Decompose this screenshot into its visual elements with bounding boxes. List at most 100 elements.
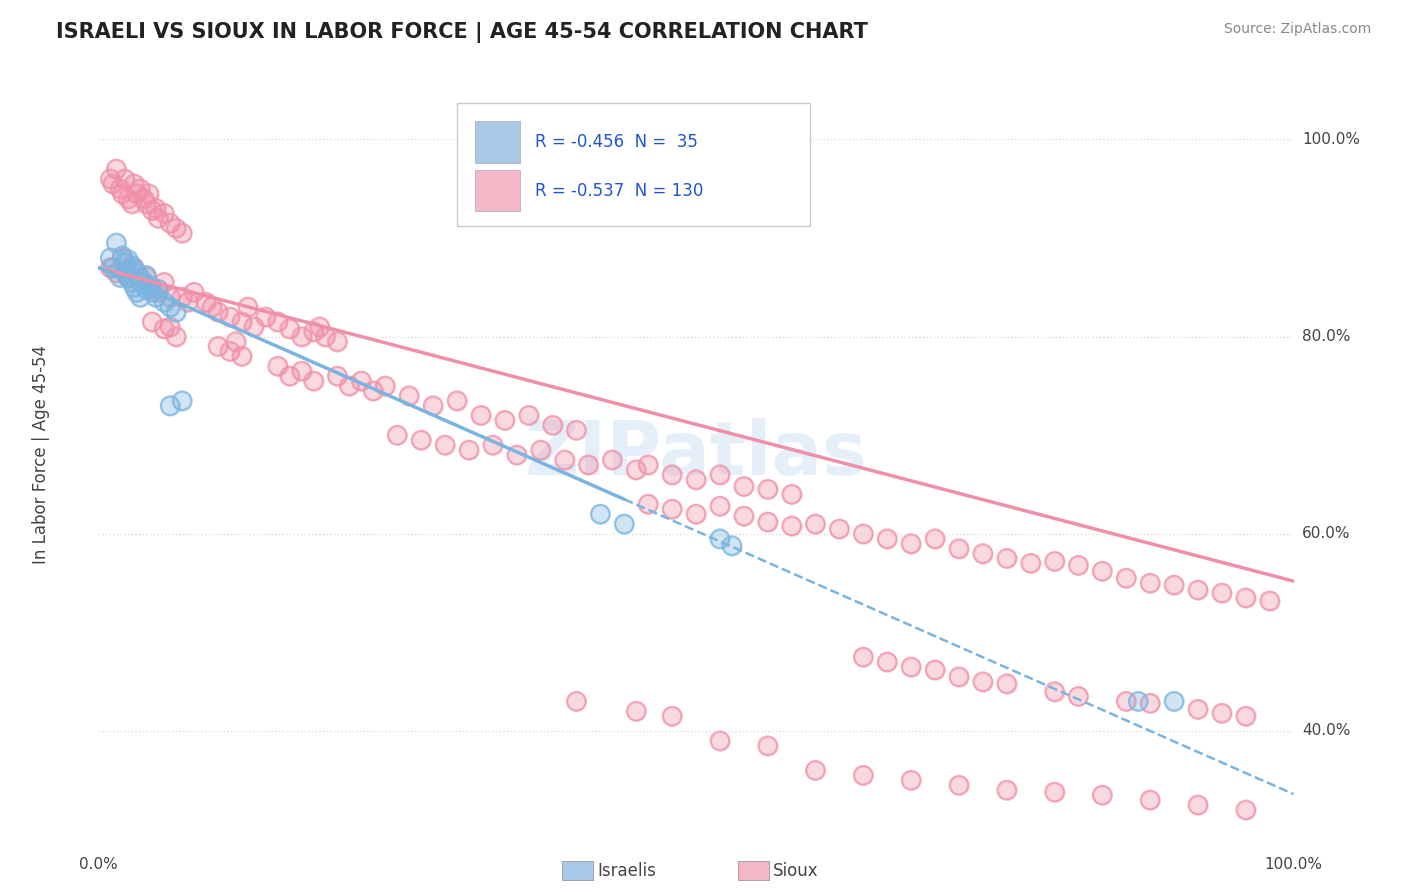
Point	[105, 235, 128, 250]
Point	[172, 226, 194, 240]
Point	[385, 428, 409, 442]
Point	[565, 694, 588, 708]
Point	[165, 305, 187, 319]
Point	[135, 282, 157, 296]
Point	[541, 418, 564, 433]
Point	[709, 734, 731, 748]
Point	[685, 507, 707, 521]
Point	[129, 270, 152, 285]
Point	[852, 650, 875, 665]
Point	[422, 399, 444, 413]
Text: 40.0%: 40.0%	[1302, 723, 1350, 739]
Point	[219, 310, 242, 324]
Point	[756, 739, 779, 753]
Point	[876, 655, 898, 669]
Point	[278, 369, 301, 384]
Point	[125, 266, 148, 280]
Point	[554, 453, 576, 467]
Point	[201, 300, 224, 314]
Point	[530, 442, 553, 457]
Point	[124, 177, 146, 191]
Point	[578, 458, 600, 472]
Point	[243, 319, 266, 334]
Point	[117, 192, 139, 206]
Point	[195, 295, 218, 310]
Point	[1234, 803, 1257, 817]
Point	[637, 497, 659, 511]
Point	[315, 329, 337, 343]
Point	[101, 177, 124, 191]
Point	[195, 295, 218, 310]
Point	[900, 536, 922, 550]
Point	[129, 290, 152, 304]
Point	[105, 161, 128, 176]
Point	[1211, 586, 1233, 600]
Point	[132, 192, 155, 206]
Point	[804, 516, 827, 531]
Point	[374, 379, 396, 393]
Point	[756, 515, 779, 529]
Point	[148, 211, 170, 226]
Point	[780, 519, 803, 533]
Point	[98, 251, 122, 265]
Point	[637, 458, 659, 472]
Point	[177, 295, 200, 310]
Point	[602, 453, 624, 467]
Point	[135, 196, 157, 211]
Point	[98, 251, 122, 265]
Text: Source: ZipAtlas.com: Source: ZipAtlas.com	[1223, 22, 1371, 37]
Point	[117, 270, 139, 285]
Point	[589, 507, 612, 521]
Point	[153, 295, 176, 310]
Point	[398, 389, 420, 403]
Point	[446, 393, 468, 408]
Point	[363, 384, 385, 398]
Point	[125, 285, 148, 300]
Point	[434, 438, 457, 452]
Point	[995, 676, 1018, 690]
Point	[995, 551, 1018, 566]
Point	[1091, 564, 1114, 578]
Point	[101, 177, 124, 191]
Point	[1211, 706, 1233, 721]
Point	[114, 255, 136, 269]
Point	[733, 479, 755, 493]
Point	[315, 329, 337, 343]
Point	[135, 270, 157, 285]
Point	[780, 487, 803, 501]
Point	[828, 522, 851, 536]
Point	[626, 463, 648, 477]
Point	[101, 260, 124, 275]
Point	[308, 319, 330, 334]
Point	[458, 442, 481, 457]
Point	[1234, 591, 1257, 605]
Point	[98, 172, 122, 186]
Point	[1019, 557, 1042, 571]
Point	[565, 423, 588, 437]
Point	[1067, 558, 1090, 573]
Point	[148, 282, 170, 296]
Bar	[475, 170, 520, 211]
Point	[1187, 797, 1209, 812]
Point	[124, 260, 146, 275]
Point	[125, 266, 148, 280]
Point	[948, 541, 970, 556]
Point	[254, 310, 277, 324]
Point	[291, 364, 314, 378]
Point	[129, 276, 152, 290]
Point	[145, 202, 167, 216]
Point	[1211, 706, 1233, 721]
Point	[172, 393, 194, 408]
Point	[124, 262, 146, 277]
Point	[1043, 554, 1066, 568]
Point	[1187, 582, 1209, 597]
Point	[302, 374, 325, 388]
Point	[105, 266, 128, 280]
Point	[385, 428, 409, 442]
Point	[626, 463, 648, 477]
Point	[1091, 564, 1114, 578]
Point	[852, 768, 875, 782]
Point	[1115, 694, 1137, 708]
Point	[141, 285, 163, 300]
Point	[780, 487, 803, 501]
